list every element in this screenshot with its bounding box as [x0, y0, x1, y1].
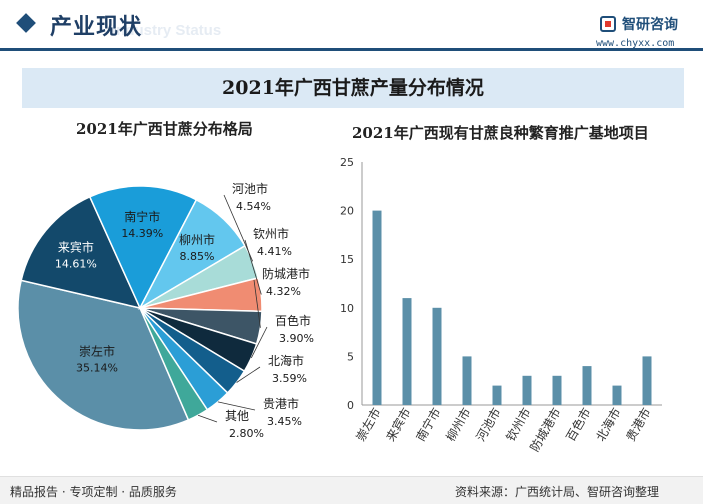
pie-label-2: 来宾市: [58, 239, 94, 254]
pie-value-1: 35.14%: [76, 362, 118, 375]
header-ghost-text: Industry Status: [112, 22, 222, 39]
pie-value-4: 8.85%: [180, 250, 215, 263]
pie-slice-11: [139, 307, 209, 421]
bar-y-tick-5: 25: [340, 156, 354, 169]
pie-leader-6: [244, 239, 262, 295]
pie-leader-9: [236, 366, 261, 383]
bar-y-tick-1: 5: [347, 350, 354, 363]
pie-value-8: 3.90%: [279, 332, 314, 345]
pie-value-10: 3.45%: [267, 415, 302, 428]
pie-label-1: 崇左市: [79, 344, 115, 359]
pie-value-9: 3.59%: [272, 372, 307, 385]
brand-url: www.chyxx.com: [596, 38, 675, 49]
bar-y-tick-0: 0: [347, 399, 354, 412]
bar-chart-title: 2021年广西现有甘蔗良种繁育推广基地项目: [352, 124, 649, 142]
pie-leader-10: [217, 401, 256, 411]
pie-chart-title: 2021年广西甘蔗分布格局: [76, 120, 253, 138]
chart-banner: 2021年广西甘蔗产量分布情况: [22, 68, 684, 108]
bar-10: [642, 356, 652, 405]
footer-source: 资料来源：广西统计局、智研咨询整理: [455, 485, 660, 499]
bar-9: [612, 385, 622, 405]
pie-value-11: 2.80%: [229, 427, 264, 440]
bar-4: [462, 356, 472, 405]
bar-6: [522, 375, 532, 405]
pie-leader-11: [197, 414, 218, 423]
bar-x-tick-6: 钦州市: [503, 405, 534, 444]
pie-value-7: 4.32%: [266, 285, 301, 298]
brand-name: 智研咨询: [622, 17, 678, 33]
footer: 精品报告 · 专项定制 · 品质服务 资料来源：广西统计局、智研咨询整理: [0, 476, 703, 504]
bar-y-tick-2: 10: [340, 302, 354, 315]
pie-label-8: 百色市: [275, 313, 311, 328]
footer-slogan: 精品报告 · 专项定制 · 品质服务: [10, 485, 177, 499]
pie-label-11: 其他: [225, 409, 249, 423]
pie-value-2: 14.61%: [55, 257, 97, 270]
pie-label-5: 河池市: [232, 181, 268, 196]
bar-2: [402, 298, 412, 405]
bar-1: [372, 210, 382, 405]
pie-leader-8: [250, 326, 268, 359]
bar-x-tick-5: 河池市: [473, 405, 504, 444]
bar-x-tick-10: 贵港市: [623, 405, 654, 444]
page-title: 产业现状: [50, 15, 143, 40]
bar-7: [552, 375, 562, 405]
bar-x-tick-2: 来宾市: [383, 405, 414, 444]
pie-slice-3: [88, 185, 198, 310]
page-header: Industry Status 产业现状: [0, 0, 703, 52]
bar-x-tick-3: 南宁市: [413, 405, 444, 444]
pie-label-3: 南宁市: [124, 209, 160, 224]
bar-x-tick-4: 柳州市: [443, 405, 474, 444]
pie-slice-2: [20, 195, 142, 310]
bar-y-tick-3: 15: [340, 253, 354, 266]
bar-x-tick-1: 崇左市: [353, 405, 384, 444]
brand-logo-icon: [600, 16, 616, 32]
pie-label-4: 柳州市: [179, 232, 215, 247]
bar-y-tick-4: 20: [340, 205, 354, 218]
banner-title: 2021年广西甘蔗产量分布情况: [222, 77, 484, 99]
bar-x-tick-8: 百色市: [563, 405, 594, 444]
pie-value-6: 4.41%: [257, 245, 292, 258]
pie-value-5: 4.54%: [236, 200, 271, 213]
pie-label-10: 贵港市: [263, 396, 299, 411]
pie-label-9: 北海市: [268, 353, 304, 368]
brand-block: 智研咨询 www.chyxx.com: [596, 14, 700, 50]
bar-8: [582, 366, 592, 405]
pie-slice-1: [17, 279, 190, 431]
bar-x-tick-9: 北海市: [593, 405, 624, 444]
pie-leader-7: [253, 279, 261, 328]
header-divider: [0, 48, 703, 51]
bar-5: [492, 385, 502, 405]
pie-label-6: 钦州市: [253, 226, 289, 241]
pie-label-7: 防城港市: [262, 266, 310, 281]
bar-3: [432, 307, 442, 405]
pie-value-3: 14.39%: [121, 227, 163, 240]
